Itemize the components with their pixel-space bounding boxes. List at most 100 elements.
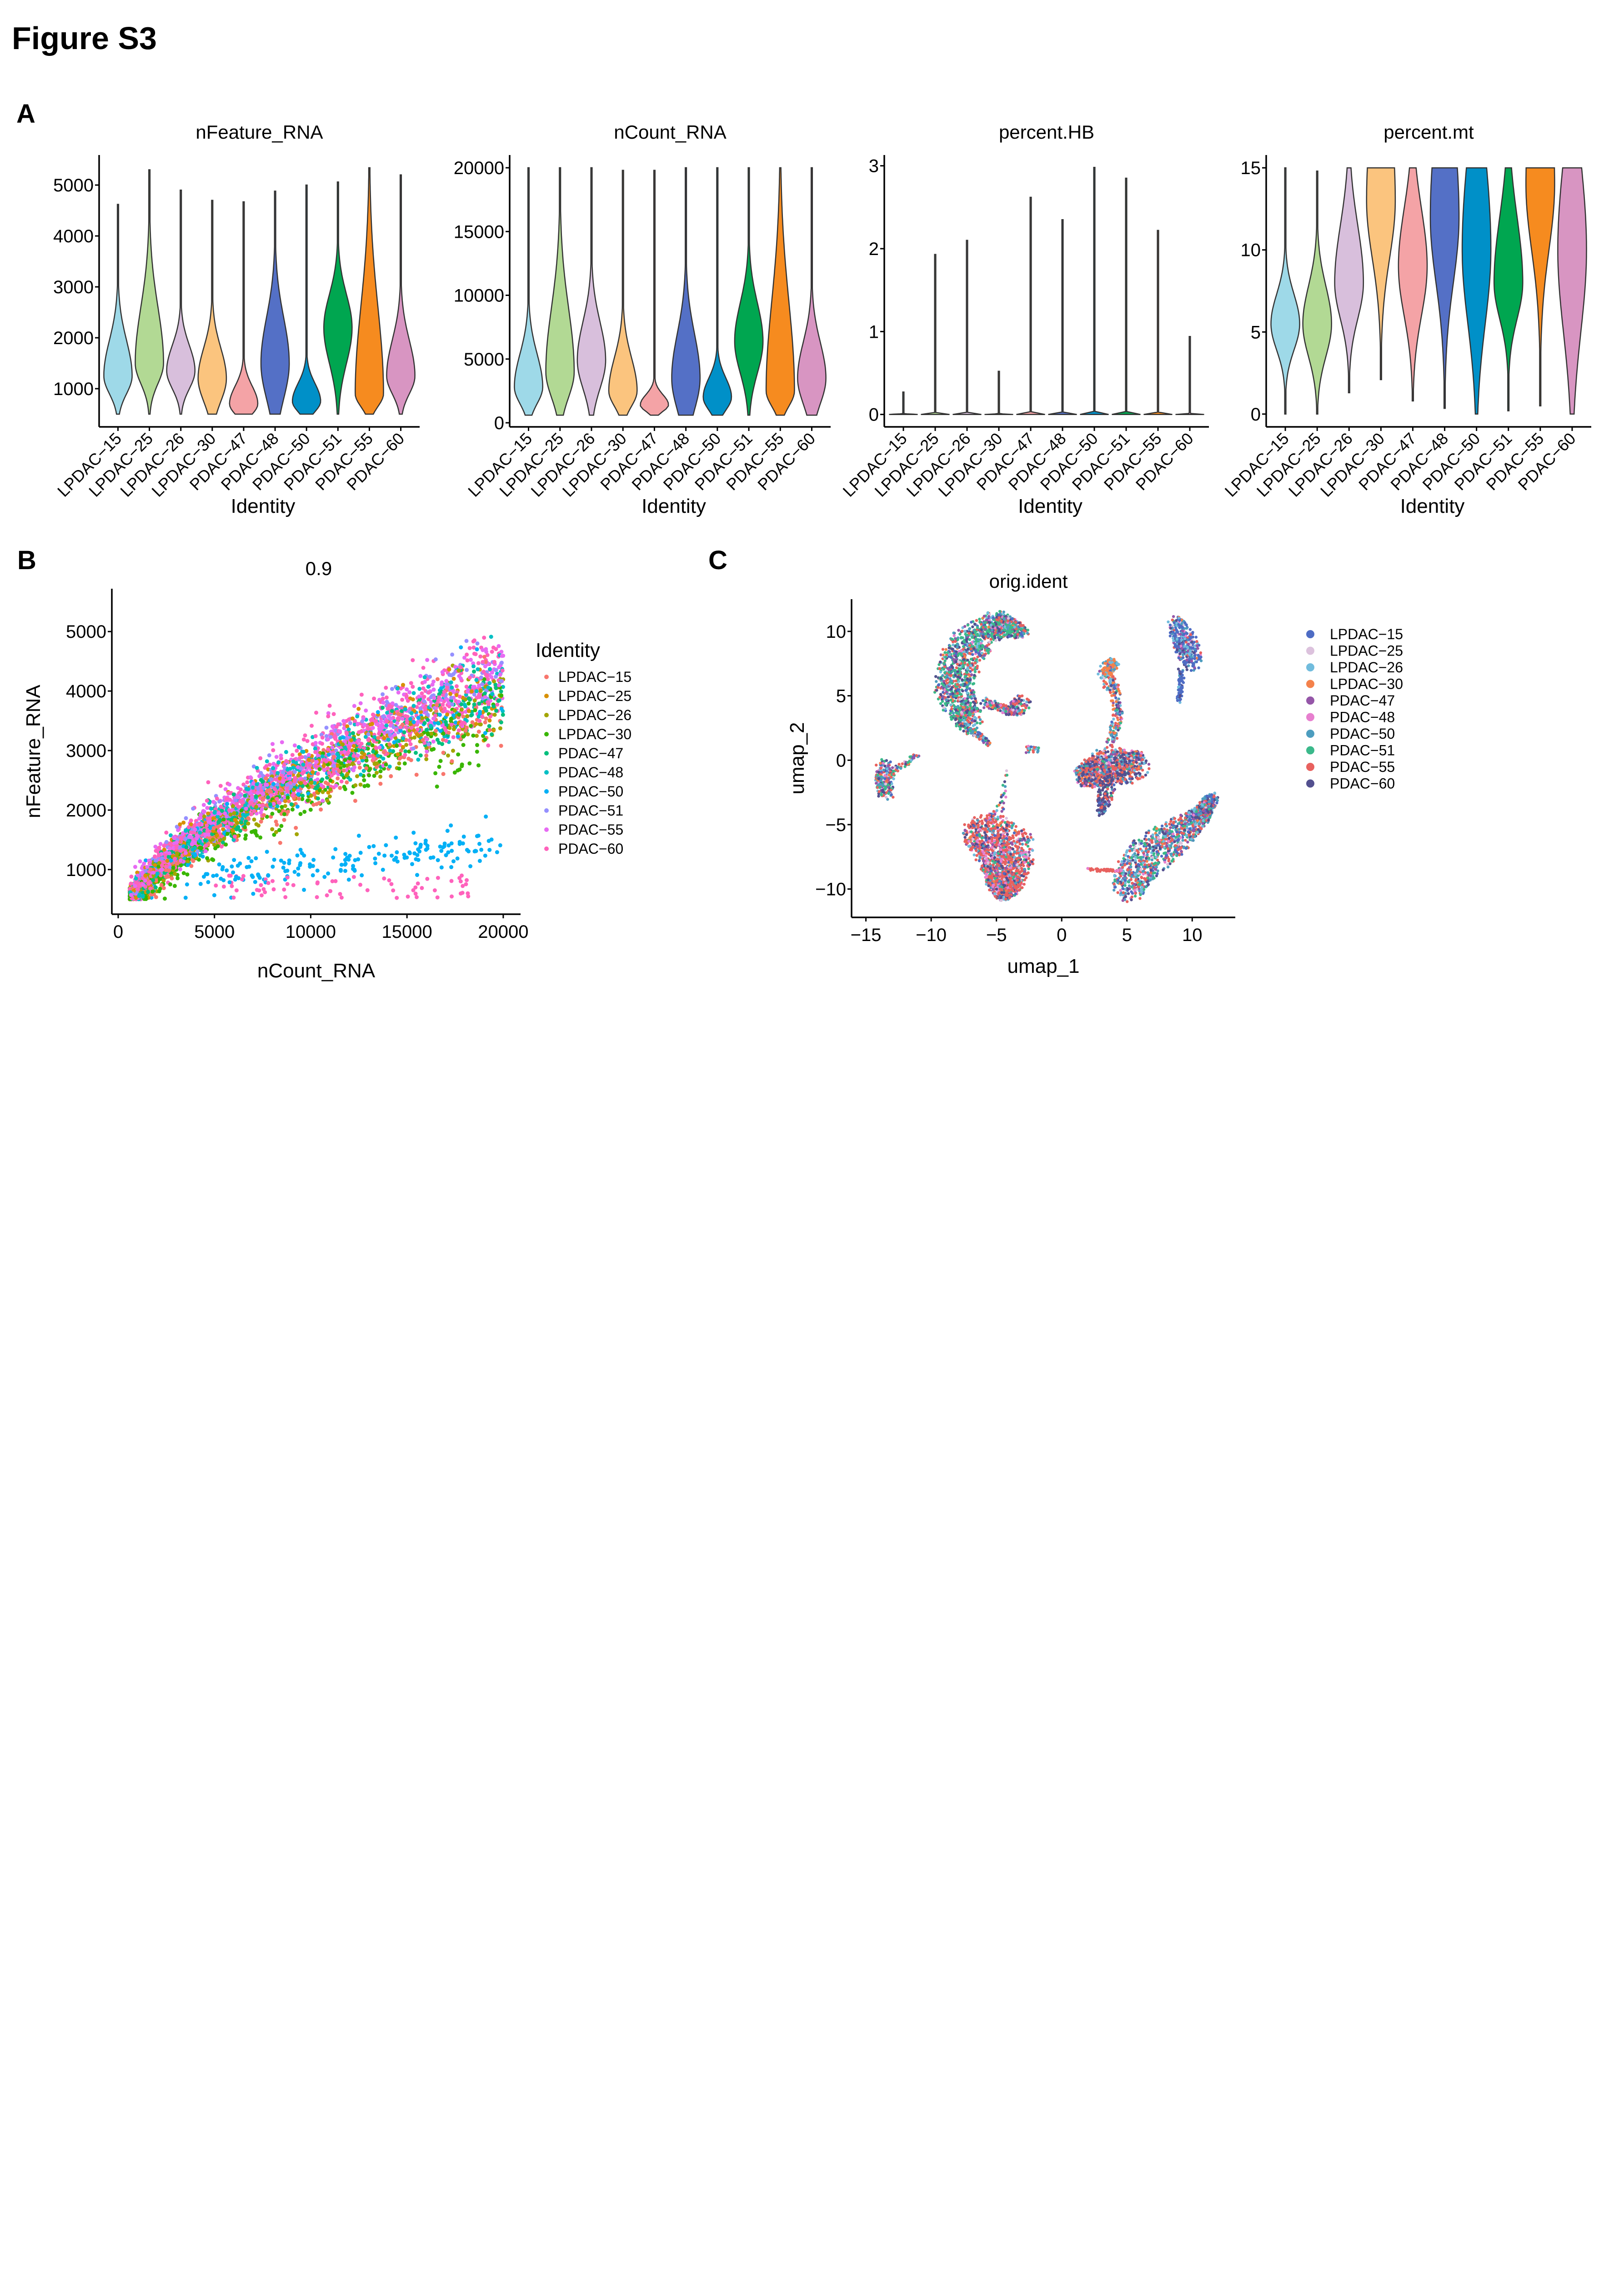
point-PDAC−60	[411, 658, 415, 662]
point-PDAC−60	[351, 875, 356, 879]
point-PDAC−51	[160, 856, 164, 861]
point-PDAC−50	[466, 849, 471, 854]
violin-LPDAC−25	[921, 254, 950, 415]
point-LPDAC−26	[451, 727, 456, 731]
point-PDAC−60	[464, 882, 468, 886]
point-PDAC−48	[301, 762, 306, 767]
point-PDAC−55	[358, 701, 363, 706]
point-PDAC−55	[202, 810, 207, 814]
x-tick-label: 0	[1057, 925, 1067, 945]
point-LPDAC−30	[339, 761, 344, 766]
point-PDAC−60	[495, 702, 500, 707]
legend-key	[544, 770, 549, 775]
point-PDAC−50	[416, 716, 421, 720]
point-PDAC−60	[197, 822, 201, 826]
point-PDAC−55	[175, 840, 179, 845]
point-PDAC−48	[275, 804, 280, 809]
point-PDAC−47	[501, 712, 505, 717]
violin-PDAC−60	[797, 167, 827, 416]
point-LPDAC−15	[942, 691, 945, 694]
point-PDAC−48	[137, 894, 141, 898]
point-LPDAC−30	[179, 863, 183, 867]
point-PDAC−60	[411, 685, 415, 689]
point-PDAC−48	[474, 678, 479, 682]
point-PDAC−51	[426, 712, 430, 717]
point-LPDAC−30	[205, 856, 210, 861]
point-PDAC−55	[396, 690, 401, 695]
x-tick-label: 20000	[478, 922, 528, 942]
point-PDAC−60	[164, 831, 169, 835]
point-LPDAC−26	[492, 712, 497, 717]
point-PDAC−47	[469, 713, 473, 718]
umap-plot: −15 −10 −5 0 5 10−10−50510orig.identumap_1uma…	[786, 571, 1403, 977]
point-LPDAC−30	[243, 825, 247, 830]
point-PDAC−55	[439, 682, 444, 686]
point-PDAC−51	[943, 659, 947, 662]
point-PDAC−55	[141, 882, 145, 887]
point-PDAC−60	[476, 661, 481, 666]
point-PDAC−55	[371, 726, 375, 730]
x-axis-label: umap_1	[1007, 955, 1079, 977]
point-LPDAC−25	[356, 706, 361, 711]
point-LPDAC−30	[224, 842, 228, 847]
point-LPDAC−26	[466, 732, 470, 736]
point-PDAC−50	[347, 854, 352, 858]
point-LPDAC−30	[499, 693, 504, 698]
point-PDAC−60	[404, 694, 409, 698]
point-PDAC−60	[327, 703, 332, 708]
point-PDAC−50	[296, 792, 301, 796]
point-PDAC−55	[431, 739, 436, 744]
point-PDAC−48	[301, 750, 306, 754]
point-PDAC−60	[205, 798, 209, 803]
point-PDAC−47	[254, 794, 258, 799]
point-PDAC−60	[192, 823, 197, 827]
point-PDAC−55	[330, 724, 335, 729]
point-PDAC−60	[416, 881, 420, 886]
point-PDAC−60	[435, 895, 440, 900]
point-PDAC−47	[403, 749, 408, 754]
violin-plot-percent.HB: LPDAC−15LPDAC−25LPDAC−26LPDAC−30PDAC−47P…	[839, 121, 1209, 517]
violin-PDAC−60	[1175, 336, 1204, 415]
point-PDAC−60	[308, 763, 312, 768]
point-PDAC−60	[465, 652, 469, 657]
point-PDAC−60	[371, 756, 376, 761]
point-LPDAC−15	[282, 818, 286, 822]
point-PDAC−60	[285, 882, 290, 886]
point-PDAC−50	[322, 875, 327, 879]
y-tick-label: 3000	[66, 741, 106, 761]
point-PDAC−60	[219, 805, 223, 809]
point-PDAC−60	[467, 646, 472, 651]
point-LPDAC−26	[175, 851, 179, 856]
point-PDAC−55	[356, 721, 360, 726]
point-LPDAC−30	[354, 748, 358, 753]
violin-PDAC−60	[386, 174, 416, 415]
point-PDAC−50	[410, 862, 414, 866]
point-LPDAC−15	[461, 714, 466, 719]
point-LPDAC−30	[250, 830, 254, 834]
point-PDAC−55	[261, 791, 266, 796]
point-LPDAC−15	[148, 867, 153, 871]
point-PDAC−50	[395, 850, 399, 855]
point-PDAC−55	[431, 687, 436, 692]
point-PDAC−50	[206, 880, 211, 884]
point-PDAC−47	[266, 795, 270, 800]
point-PDAC−55	[352, 704, 356, 708]
point-PDAC−60	[313, 750, 318, 754]
point-LPDAC−30	[270, 811, 275, 816]
point-PDAC−60	[271, 887, 276, 891]
point-LPDAC−15	[381, 750, 386, 755]
point-LPDAC−30	[306, 798, 310, 803]
point-PDAC−60	[371, 712, 375, 717]
point-PDAC−51	[183, 836, 188, 841]
point-PDAC−60	[374, 719, 378, 723]
point-PDAC−51	[328, 735, 333, 739]
legend-title: Identity	[536, 639, 600, 661]
violin-LPDAC−30	[608, 170, 638, 416]
point-PDAC−48	[409, 711, 414, 716]
point-PDAC−60	[389, 882, 394, 886]
point-LPDAC−15	[264, 776, 268, 781]
point-PDAC−48	[276, 761, 281, 765]
point-LPDAC−30	[225, 831, 230, 836]
point-LPDAC−30	[384, 762, 388, 767]
figure-canvas: A B C LPDAC−15LPDAC−25LPDAC−26LPDAC−30PD…	[16, 99, 1591, 982]
